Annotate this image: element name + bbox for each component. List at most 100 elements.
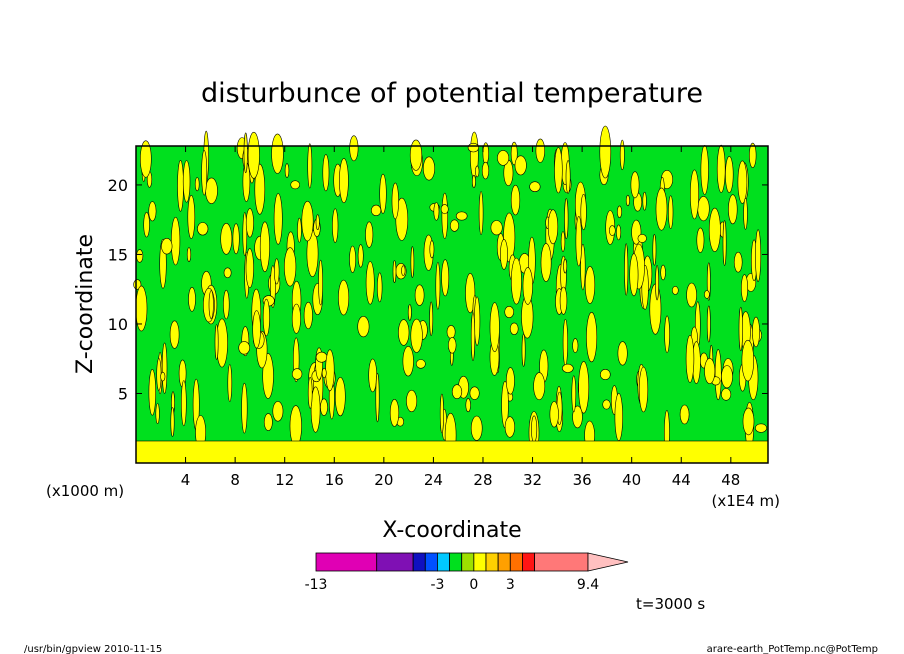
colorbar-labels: -13 -3 0 3 9.4 [305,577,600,593]
field-blob [614,392,623,441]
field-blob [564,198,569,240]
field-blob [223,267,232,279]
field-blob [689,169,699,220]
colorbar-label: 3 [506,577,515,593]
field-blob [704,357,716,384]
field-blob [441,259,450,297]
field-blob [748,142,757,168]
time-label: t=3000 s [636,595,705,613]
field-blob [514,155,527,176]
field-blob [725,156,734,194]
field-blob [608,225,616,236]
field-blob [232,223,240,255]
field-blob [625,194,630,207]
field-blob [148,368,157,416]
field-blob [529,181,541,192]
field-blob [714,349,722,401]
field-blob [169,320,180,349]
field-blob [307,143,313,189]
x-tick-label: 48 [721,471,740,489]
y-tick-label: 10 [108,315,128,334]
field-blob [629,253,639,297]
field-blob [465,398,471,413]
plot-frame [135,145,769,464]
field-blob [357,244,364,268]
field-blob [504,305,515,318]
field-blob [505,367,515,395]
field-blob [410,318,423,353]
field-blob [252,310,261,349]
field-blob [297,217,302,243]
field-blob [188,286,196,312]
field-blob [721,365,733,389]
field-blob [160,371,166,382]
field-blob [201,150,208,196]
field-blob [365,261,375,305]
field-blob [560,231,566,253]
field-blob [435,261,441,310]
field-blob [170,407,175,437]
field-blob [325,349,335,392]
field-blob [334,377,346,417]
field-blob [315,214,320,230]
field-blob [227,364,233,403]
x-tick-label: 4 [181,471,191,489]
field-blob [289,405,302,447]
colorbar-segment [473,552,487,572]
field-blob [242,212,248,256]
field-blob [470,415,483,441]
field-blob [187,195,196,240]
field-blob [409,139,423,171]
field-blob [655,265,660,301]
field-blob [706,305,711,343]
field-blob [223,289,230,320]
field-blob [547,209,559,245]
field-blob [504,416,516,438]
colorbar-label: -3 [430,577,444,593]
field-blob [349,135,359,162]
field-blob [273,193,283,245]
field-blob [535,138,545,163]
field-blob [243,132,248,174]
field-blob [697,196,710,222]
x-tick-label: 28 [473,471,492,489]
field-blob [584,265,596,304]
colorbar-extension [587,552,629,572]
field-blob [310,386,321,433]
field-blob [737,160,748,204]
footer-left: /usr/bin/gpview 2010-11-15 [24,644,162,654]
colorbar-segment [412,552,426,572]
colorbar-segment [534,552,589,572]
field-blob [478,191,484,236]
field-blob [742,407,755,436]
colorbar-label: 9.4 [577,577,599,593]
field-blob [307,376,313,409]
field-blob [469,386,480,400]
field-blob [186,247,192,262]
field-blob [471,174,476,189]
field-blob [671,285,679,295]
field-blob [740,274,748,302]
field-blob [599,368,611,380]
field-blob [171,216,181,266]
field-blob [700,144,709,195]
y-axis-label: Z-coordinate [73,234,98,374]
field-blob [263,413,273,431]
field-blob [652,234,657,266]
field-blob [247,131,260,179]
field-bottom-band [135,440,769,464]
field-blob [338,279,350,316]
field-blob [205,177,218,205]
field-blob [474,296,481,346]
field-blob [722,220,727,266]
field-blob [668,195,674,229]
field-blob [406,389,418,413]
field-blob [500,239,508,270]
field-blob [259,221,270,273]
field-blob [696,227,705,253]
field-blob [562,318,569,367]
field-blob [254,163,266,215]
field-blob [398,319,410,346]
field-blob [441,192,448,239]
x-tick-label: 40 [622,471,641,489]
